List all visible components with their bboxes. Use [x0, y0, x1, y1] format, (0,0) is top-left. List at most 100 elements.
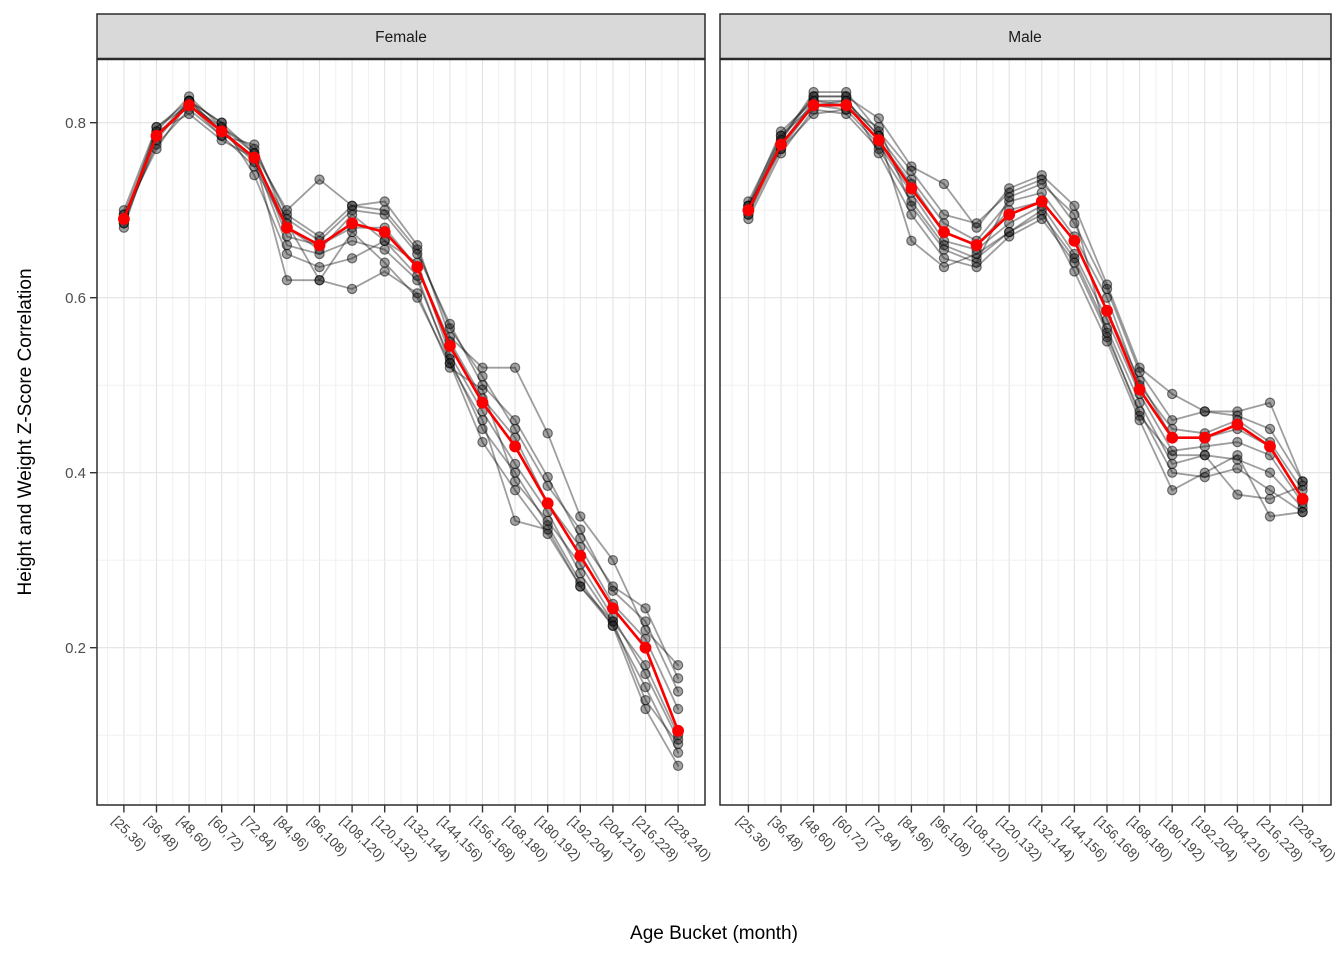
individual-series-line	[747, 99, 1304, 518]
individual-series-point	[906, 209, 917, 220]
mean-series-point	[1231, 418, 1244, 431]
mean-series-point	[639, 641, 652, 654]
facet-strip	[719, 13, 1332, 60]
individual-series-point	[672, 760, 684, 772]
mean-series-point	[1198, 431, 1211, 444]
individual-series-point	[1199, 406, 1211, 417]
individual-series-line	[747, 95, 1304, 500]
individual-series-point	[640, 668, 651, 680]
individual-series-point	[379, 266, 390, 277]
individual-series-point	[1069, 200, 1080, 212]
mean-series-point	[938, 226, 950, 238]
mean-series-point	[476, 396, 489, 409]
individual-series-line	[123, 99, 679, 745]
x-tick-label: [48,60)	[799, 813, 839, 853]
individual-series-point	[1199, 450, 1211, 461]
mean-series-point	[807, 99, 820, 112]
individual-series-point	[1232, 436, 1243, 448]
mean-series-point	[775, 138, 787, 151]
y-tick-label: 0.4	[65, 465, 86, 482]
x-tick-label: [48,60)	[174, 813, 214, 853]
individual-series-point	[672, 673, 684, 684]
mean-series-point	[1003, 208, 1016, 221]
individual-series-point	[873, 121, 885, 133]
individual-series-point	[379, 257, 390, 268]
mean-series-point	[281, 221, 293, 234]
individual-series-point	[477, 362, 488, 373]
individual-series-point	[509, 362, 521, 373]
individual-series-point	[1297, 506, 1308, 518]
individual-series-point	[542, 428, 553, 439]
x-tick-label: [25,36)	[734, 813, 774, 853]
panel-border	[719, 58, 1332, 806]
individual-series-point	[509, 515, 521, 527]
individual-series-point	[509, 485, 521, 496]
individual-series-point	[873, 148, 885, 159]
x-tick-label: [60,72)	[831, 813, 871, 853]
individual-series-point	[607, 555, 619, 566]
individual-series-point	[379, 196, 390, 207]
individual-series-line	[123, 113, 679, 754]
individual-series-line	[747, 108, 1304, 513]
individual-series-point	[938, 261, 950, 273]
individual-series-point	[379, 209, 390, 220]
individual-series-point	[281, 248, 293, 260]
mean-series-point	[183, 99, 196, 112]
series-layer	[742, 86, 1309, 522]
individual-series-point	[1264, 467, 1276, 478]
mean-series-point	[970, 239, 983, 252]
y-tick-label: 0.6	[65, 290, 86, 307]
individual-series-point	[938, 178, 950, 190]
individual-series-line	[747, 108, 1304, 509]
facet-strip	[96, 13, 706, 60]
individual-series-point	[1297, 480, 1308, 492]
mean-series-point	[607, 602, 619, 615]
mean-series-point	[248, 151, 261, 164]
individual-series-point	[672, 660, 684, 671]
individual-series-point	[509, 415, 521, 426]
y-tick-label: 0.2	[65, 640, 86, 657]
mean-series-point	[1035, 195, 1048, 208]
individual-series-point	[672, 747, 684, 758]
mean-series-point	[1068, 234, 1081, 247]
individual-series-point	[1166, 485, 1178, 496]
mean-series-point	[150, 129, 163, 142]
mean-series-point	[509, 440, 521, 453]
individual-series-point	[346, 253, 358, 264]
individual-series-point	[607, 581, 619, 592]
individual-series-point	[1199, 467, 1211, 478]
mean-series-point	[378, 226, 391, 238]
facet-strip-label-male: Male	[1008, 29, 1042, 46]
individual-series-line	[123, 99, 679, 667]
individual-series-point	[1004, 226, 1015, 238]
individual-series-point	[640, 681, 651, 693]
individual-series-point	[640, 625, 651, 636]
individual-series-point	[1166, 388, 1178, 400]
individual-series-point	[873, 113, 885, 124]
individual-series-point	[1264, 511, 1276, 522]
individual-series-point	[477, 436, 488, 448]
individual-series-point	[314, 174, 325, 185]
individual-series-line	[747, 104, 1304, 505]
x-tick-label: [60,72)	[207, 813, 247, 853]
mean-series-point	[1101, 304, 1113, 317]
mean-series-point	[118, 213, 130, 225]
x-tick-label: [84,96)	[272, 813, 312, 853]
individual-series-point	[379, 244, 390, 255]
individual-series-point	[444, 358, 456, 369]
facet-panel-female: [25,36)[36,48)[48,60)[60,72)[72,84)[84,9…	[65, 13, 714, 864]
individual-series-line	[747, 99, 1304, 492]
y-tick-label: 0.8	[65, 115, 86, 132]
mean-series-point	[313, 239, 326, 252]
individual-series-point	[640, 703, 651, 715]
individual-series-point	[575, 511, 586, 522]
x-tick-label: [72,84)	[864, 813, 904, 853]
mean-series-point	[215, 125, 228, 138]
individual-series-point	[542, 471, 553, 483]
x-tick-label: [36,48)	[766, 813, 806, 853]
mean-series-point	[840, 99, 853, 112]
individual-series-point	[314, 261, 325, 273]
mean-series-point	[1133, 383, 1146, 396]
